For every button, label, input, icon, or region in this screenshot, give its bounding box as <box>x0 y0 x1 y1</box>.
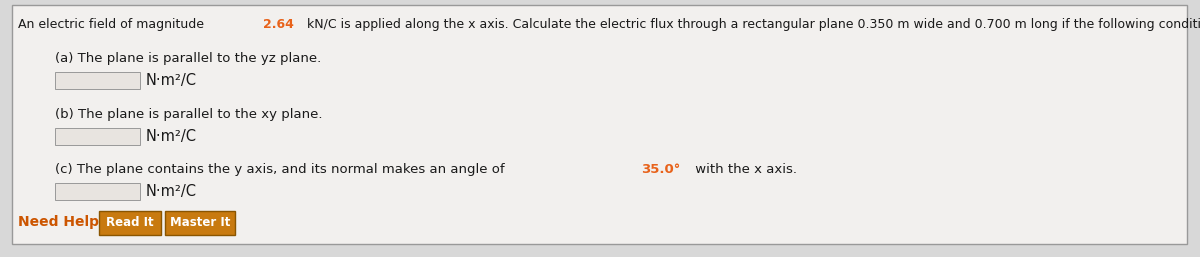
Text: kN/C is applied along the x axis. Calculate the electric flux through a rectangu: kN/C is applied along the x axis. Calcul… <box>302 18 1200 31</box>
FancyBboxPatch shape <box>98 211 161 235</box>
Text: 35.0°: 35.0° <box>641 163 680 176</box>
Text: An electric field of magnitude: An electric field of magnitude <box>18 18 208 31</box>
Text: (b) The plane is parallel to the xy plane.: (b) The plane is parallel to the xy plan… <box>55 108 323 121</box>
Text: N·m²/C: N·m²/C <box>146 184 197 199</box>
Text: N·m²/C: N·m²/C <box>146 73 197 88</box>
Text: Need Help?: Need Help? <box>18 215 107 229</box>
Bar <box>55 183 140 200</box>
Text: (a) The plane is parallel to the yz plane.: (a) The plane is parallel to the yz plan… <box>55 52 322 65</box>
Text: (c) The plane contains the y axis, and its normal makes an angle of: (c) The plane contains the y axis, and i… <box>55 163 509 176</box>
Bar <box>55 128 140 145</box>
Text: with the x axis.: with the x axis. <box>691 163 797 176</box>
Text: N·m²/C: N·m²/C <box>146 129 197 144</box>
Text: Read It: Read It <box>106 216 154 230</box>
Text: 2.64: 2.64 <box>263 18 294 31</box>
Text: Master It: Master It <box>170 216 230 230</box>
FancyBboxPatch shape <box>166 211 235 235</box>
Bar <box>55 72 140 89</box>
